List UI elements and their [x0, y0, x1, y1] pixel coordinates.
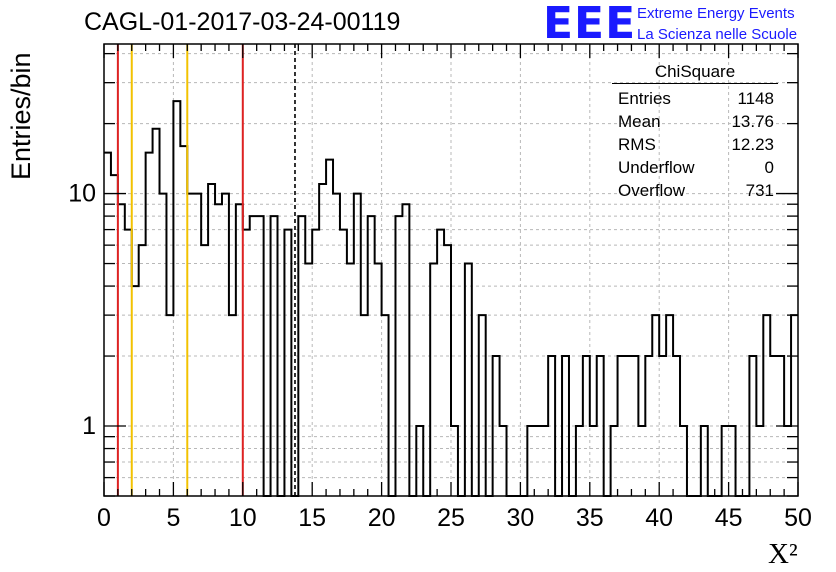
- logo-text: Extreme Energy Events La Scienza nelle S…: [637, 3, 797, 45]
- y-axis-label: Entries/bin: [6, 52, 36, 180]
- stats-value: 13.76: [731, 112, 774, 131]
- x-tick-label: 50: [784, 504, 812, 532]
- stats-row-mean: Mean 13.76: [612, 110, 778, 133]
- eee-logo: EEE: [543, 0, 637, 49]
- stats-row-overflow: Overflow 731: [612, 179, 778, 202]
- logo-line-2: La Scienza nelle Scuole: [637, 26, 798, 43]
- x-tick-label: 25: [437, 504, 465, 532]
- stats-label: RMS: [618, 135, 656, 154]
- x-tick-label: 10: [229, 504, 257, 532]
- stats-value: 731: [745, 181, 774, 200]
- y-tick-label: 10: [68, 180, 96, 208]
- stats-label: Overflow: [618, 181, 686, 200]
- histogram-line: [104, 100, 798, 497]
- stats-value: 12.23: [731, 135, 774, 154]
- x-tick-label: 20: [368, 504, 396, 532]
- x-tick-label: 40: [645, 504, 673, 532]
- stats-label: Entries: [618, 89, 671, 108]
- x-tick-label: 15: [298, 504, 326, 532]
- stats-value: 1148: [737, 89, 774, 108]
- stats-label: Underflow: [618, 158, 695, 177]
- stats-box: ChiSquare Entries 1148 Mean 13.76 RMS 12.23…: [612, 62, 778, 202]
- x-tick-label: 5: [166, 504, 180, 532]
- stats-label: Mean: [618, 112, 661, 131]
- logo-line-1: Extreme Energy Events: [637, 5, 795, 22]
- y-tick-label: 1: [82, 412, 96, 440]
- chart-title: CAGL-01-2017-03-24-00119: [84, 8, 401, 36]
- x-tick-label: 0: [97, 504, 111, 532]
- x-tick-label: 45: [715, 504, 743, 532]
- stats-row-underflow: Underflow 0: [612, 156, 778, 179]
- stats-title: ChiSquare: [612, 62, 778, 84]
- x-axis-label: X²: [768, 538, 798, 570]
- x-tick-label: 30: [506, 504, 534, 532]
- x-tick-label: 35: [576, 504, 604, 532]
- stats-row-entries: Entries 1148: [612, 87, 778, 110]
- stats-value: 0: [764, 158, 774, 177]
- stats-row-rms: RMS 12.23: [612, 133, 778, 156]
